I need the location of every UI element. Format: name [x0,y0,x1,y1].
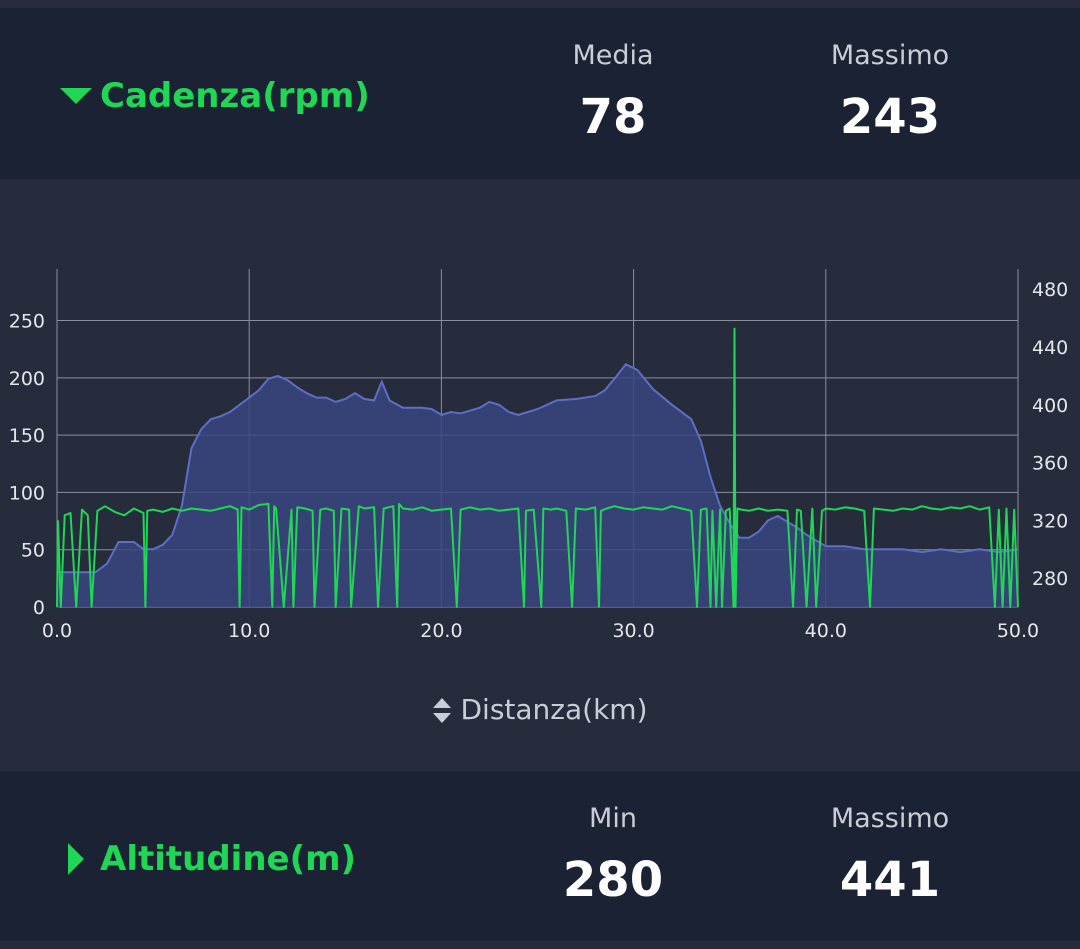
cadence-chart[interactable]: 0.0 10.0 20.0 30.0 40.0 50.0 0 50 100 150 200 250 28… [0,179,1080,771]
altitude-area [57,364,1018,607]
altitude-max-value: 441 [839,852,941,908]
y-tick-label: 100 [9,482,45,504]
x-tick-label: 40.0 [805,620,847,642]
altitude-title-label: Altitudine(m) [100,839,357,879]
x-tick-label: 0.0 [42,620,72,642]
cadence-max-stat: Massimo 243 [780,40,1000,145]
y-tick-label: 200 [9,368,45,390]
cadence-max-value: 243 [839,89,941,145]
y2-tick-label: 400 [1032,395,1068,417]
triangle-right-icon [68,843,84,875]
altitude-min-label: Min [589,803,637,834]
cadence-average-stat: Media 78 [503,40,723,145]
triangle-down-icon [60,88,92,104]
altitude-max-stat: Massimo 441 [780,803,1000,908]
y-tick-label: 250 [9,311,45,333]
top-divider [0,0,1080,8]
x-tick-label: 10.0 [228,620,270,642]
altitude-max-label: Massimo [830,803,950,834]
x-axis-label: Distanza(km) [460,693,648,726]
cadence-average-value: 78 [579,89,647,145]
bottom-divider [0,941,1080,949]
altitude-header[interactable]: Altitudine(m) Min 280 Massimo 441 [0,771,1080,941]
x-tick-label: 20.0 [420,620,462,642]
altitude-min-value: 280 [562,852,664,908]
x-tick-label: 50.0 [997,620,1039,642]
altitude-min-stat: Min 280 [503,803,723,908]
y2-tick-label: 320 [1032,510,1068,532]
y2-tick-label: 360 [1032,453,1068,475]
x-tick-label: 30.0 [612,620,654,642]
cadence-header[interactable]: Cadenza(rpm) Media 78 Massimo 243 [0,8,1080,179]
cadence-max-label: Massimo [830,40,950,71]
y-tick-label: 0 [33,597,45,619]
chart-canvas: 0.0 10.0 20.0 30.0 40.0 50.0 0 50 100 150 200 250 28… [9,269,1068,642]
y2-tick-label: 480 [1032,279,1068,301]
y-tick-label: 50 [21,540,45,562]
altitude-title[interactable]: Altitudine(m) [60,839,356,879]
y2-tick-label: 440 [1032,337,1068,359]
y2-tick-label: 280 [1032,568,1068,590]
sort-updown-icon [433,698,452,723]
cadence-title[interactable]: Cadenza(rpm) [60,76,370,116]
cadence-average-label: Media [572,40,654,71]
cadence-line [56,327,1019,608]
cadence-title-label: Cadenza(rpm) [100,76,370,116]
y-tick-label: 150 [9,425,45,447]
x-axis-selector[interactable]: Distanza(km) [0,693,1080,726]
